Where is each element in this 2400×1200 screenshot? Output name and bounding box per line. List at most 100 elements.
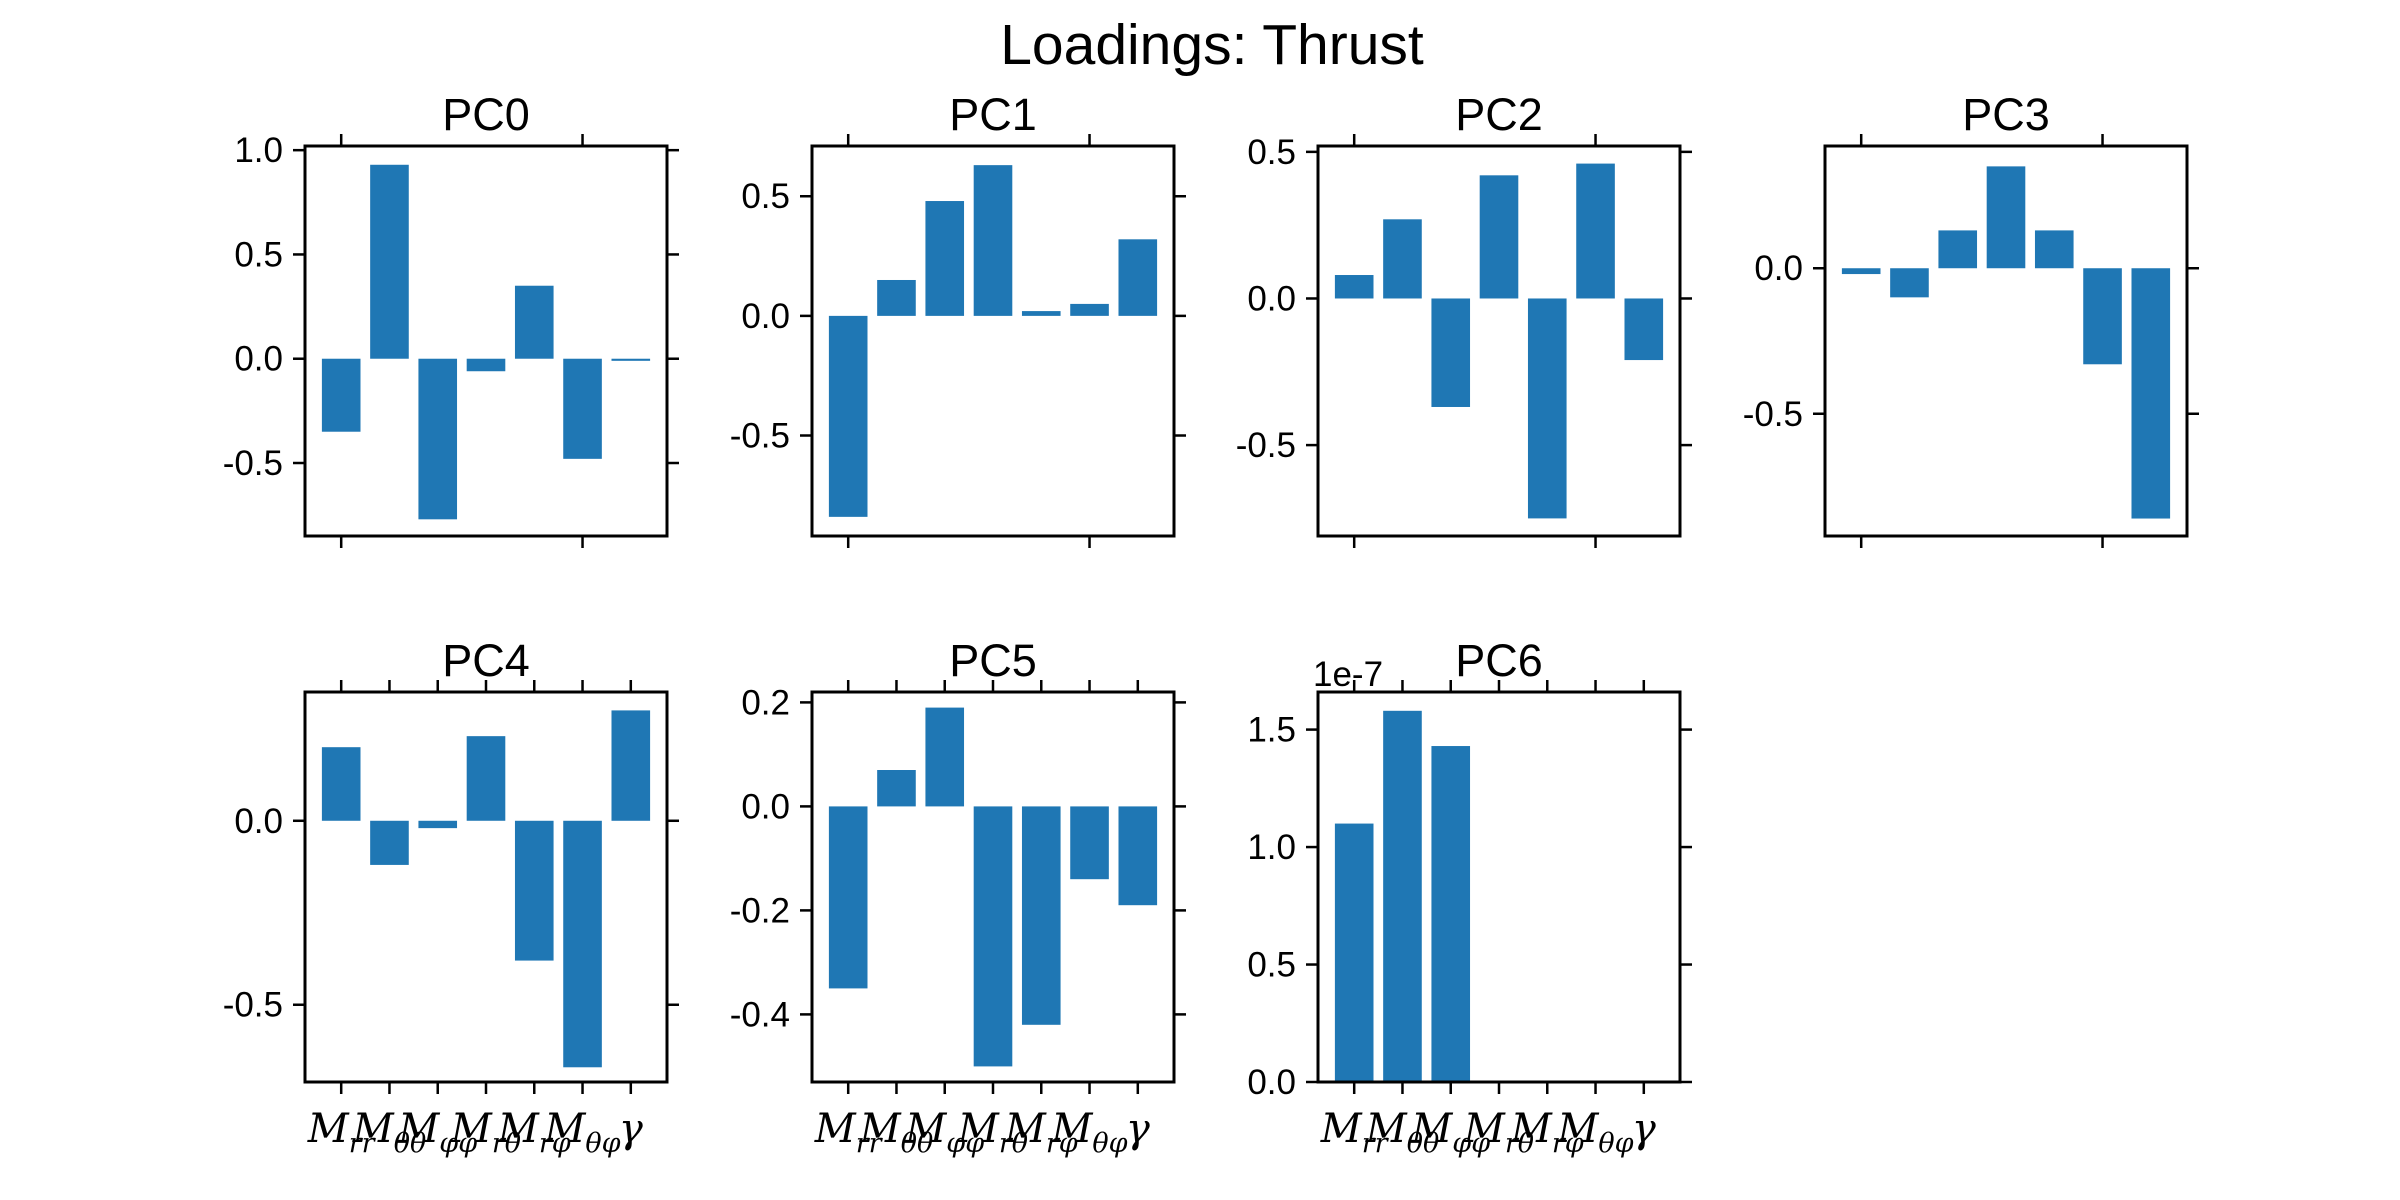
bar-pc2-4 xyxy=(1527,298,1567,519)
xtick-label: γ xyxy=(1126,1106,1150,1152)
xtick-label: Mθφ xyxy=(1556,1106,1633,1159)
axes-frame xyxy=(810,144,1176,538)
subplot-title: PC4 xyxy=(442,635,530,686)
ytick-label: 1.0 xyxy=(234,131,283,170)
axes-frame xyxy=(1316,144,1682,538)
bar-pc5-6 xyxy=(1118,806,1158,906)
bar-pc1-5 xyxy=(1070,303,1109,316)
subplot-title: PC1 xyxy=(949,89,1037,140)
xtick-label: γ xyxy=(619,1106,643,1152)
bar-pc2-1 xyxy=(1383,219,1422,299)
ytick-label: -0.5 xyxy=(1236,426,1296,465)
ytick-label: 0.0 xyxy=(234,340,283,379)
ytick-label: -0.5 xyxy=(730,417,790,456)
ytick-label: 0.0 xyxy=(741,787,790,826)
ytick-label: -0.5 xyxy=(223,444,283,483)
bar-pc1-2 xyxy=(925,201,965,316)
xtick-label: Mrφ xyxy=(1510,1106,1584,1159)
bar-pc1-6 xyxy=(1118,239,1158,316)
bar-pc0-4 xyxy=(514,285,554,359)
bar-pc6-2 xyxy=(1431,746,1471,1082)
xtick-label: Mrθ xyxy=(957,1106,1028,1159)
xtick-label: Mrφ xyxy=(497,1106,571,1159)
xtick-label: Mθφ xyxy=(543,1106,620,1159)
bar-pc5-1 xyxy=(877,770,916,807)
bar-pc2-3 xyxy=(1479,175,1519,299)
ytick-label: 0.0 xyxy=(1247,279,1296,318)
bar-pc1-1 xyxy=(877,279,916,316)
xtick-label: Mrθ xyxy=(1463,1106,1534,1159)
xtick-label: Mφφ xyxy=(1410,1106,1490,1159)
bar-pc3-4 xyxy=(2034,230,2074,269)
bar-pc0-1 xyxy=(370,164,409,359)
bar-pc3-2 xyxy=(1938,230,1978,269)
bar-pc2-5 xyxy=(1576,163,1615,299)
bar-pc3-6 xyxy=(2131,268,2171,519)
bar-pc0-2 xyxy=(418,358,458,520)
subplot-pc2: -0.5 0.0 0.5 PC2 xyxy=(1236,89,1692,548)
bar-pc4-5 xyxy=(563,820,602,1068)
bar-pc6-0 xyxy=(1334,823,1374,1082)
ytick-label: 0.5 xyxy=(741,177,790,216)
bar-pc5-0 xyxy=(828,806,868,989)
subplot-grid: -0.5 0.0 0.5 1.0 PC0 -0.5 0.0 0.5 PC1 -0.5 0.0 0.5 P… xyxy=(223,89,2199,1159)
xtick-label: Mθθ xyxy=(352,1106,426,1159)
bar-pc5-5 xyxy=(1070,806,1109,880)
subplot-pc1: -0.5 0.0 0.5 PC1 xyxy=(730,89,1186,548)
bar-pc2-2 xyxy=(1431,298,1471,407)
bar-pc1-4 xyxy=(1021,311,1061,316)
bar-pc4-3 xyxy=(466,736,506,821)
bar-pc3-1 xyxy=(1890,268,1929,298)
subplot-title: PC3 xyxy=(1962,89,2050,140)
ytick-label: 0.0 xyxy=(234,802,283,841)
xtick-label: Mrr xyxy=(814,1106,884,1159)
ytick-label: 1.0 xyxy=(1247,828,1296,867)
figure-title: Loadings: Thrust xyxy=(1000,13,1424,77)
ytick-label: 0.5 xyxy=(234,235,283,274)
ytick-label: 0.0 xyxy=(1754,249,1803,288)
subplot-title: PC6 xyxy=(1455,635,1543,686)
bar-pc1-3 xyxy=(973,165,1013,316)
ytick-label: 0.5 xyxy=(1247,946,1296,985)
bar-pc6-1 xyxy=(1383,710,1422,1082)
bar-pc3-0 xyxy=(1841,268,1881,275)
bar-pc5-3 xyxy=(973,806,1013,1067)
ytick-label: -0.5 xyxy=(1743,395,1803,434)
ytick-label: 1.5 xyxy=(1247,711,1296,750)
xtick-label: Mφφ xyxy=(904,1106,984,1159)
axes-frame xyxy=(1823,144,2189,538)
subplot-title: PC0 xyxy=(442,89,530,140)
xtick-label: Mrr xyxy=(1320,1106,1390,1159)
bar-pc3-5 xyxy=(2083,268,2122,365)
xtick-label: Mθθ xyxy=(859,1106,933,1159)
bar-pc5-2 xyxy=(925,707,965,807)
bar-pc4-2 xyxy=(418,820,458,829)
bar-pc0-5 xyxy=(563,358,602,459)
xtick-label: Mrφ xyxy=(1004,1106,1078,1159)
xtick-label: γ xyxy=(1632,1106,1656,1152)
subplot-title: PC5 xyxy=(949,635,1037,686)
subplot-pc3: -0.5 0.0 PC3 xyxy=(1743,89,2199,548)
ytick-label: -0.2 xyxy=(730,891,790,930)
ytick-label: 0.2 xyxy=(741,683,790,722)
offset-text: 1e-7 xyxy=(1313,655,1383,694)
xtick-label: Mrθ xyxy=(450,1106,521,1159)
axes-frame xyxy=(303,144,669,538)
subplot-title: PC2 xyxy=(1455,89,1543,140)
bar-pc5-4 xyxy=(1021,806,1061,1025)
bar-pc4-4 xyxy=(514,820,554,961)
ytick-label: -0.5 xyxy=(223,986,283,1025)
xtick-label: Mθφ xyxy=(1050,1106,1127,1159)
ytick-label: -0.4 xyxy=(730,995,790,1034)
xtick-label: Mrr xyxy=(307,1106,377,1159)
ytick-label: 0.0 xyxy=(1247,1063,1296,1102)
bar-pc2-0 xyxy=(1334,275,1374,299)
ytick-label: 0.0 xyxy=(741,297,790,336)
bar-pc1-0 xyxy=(828,315,868,517)
bar-pc4-0 xyxy=(321,747,361,821)
bar-pc2-6 xyxy=(1624,298,1664,361)
bar-pc0-6 xyxy=(611,358,651,361)
